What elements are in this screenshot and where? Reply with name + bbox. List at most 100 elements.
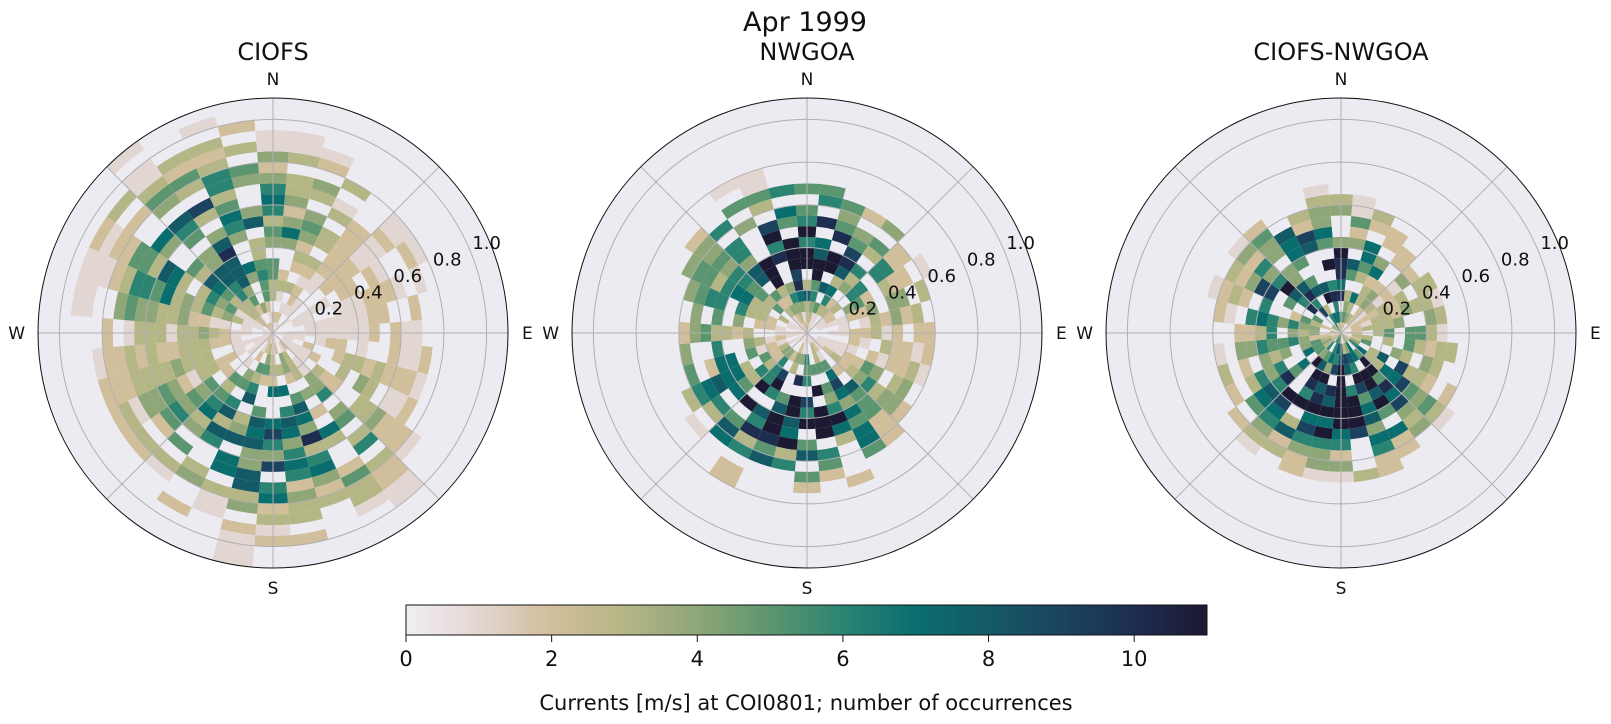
histogram-bin bbox=[245, 425, 265, 440]
histogram-bin bbox=[775, 391, 791, 406]
histogram-bin bbox=[291, 284, 304, 298]
histogram-bin bbox=[1376, 458, 1405, 478]
histogram-bin bbox=[776, 284, 789, 298]
histogram-bin bbox=[287, 498, 320, 514]
histogram-bin bbox=[308, 188, 337, 208]
histogram-bin bbox=[1318, 405, 1335, 419]
histogram-bin bbox=[838, 394, 857, 411]
histogram-bin bbox=[850, 296, 866, 311]
histogram-bin bbox=[745, 305, 759, 320]
histogram-bin bbox=[834, 219, 857, 237]
histogram-bin bbox=[1244, 249, 1266, 272]
histogram-bin bbox=[279, 340, 289, 351]
histogram-bin bbox=[1253, 257, 1274, 278]
histogram-bin bbox=[1253, 369, 1271, 389]
histogram-bin bbox=[97, 377, 119, 410]
histogram-bin bbox=[284, 281, 296, 295]
histogram-bin bbox=[804, 322, 807, 333]
histogram-bin bbox=[242, 215, 264, 230]
histogram-bin bbox=[1437, 382, 1458, 407]
histogram-bin bbox=[1291, 394, 1310, 411]
histogram-bin bbox=[856, 429, 881, 450]
histogram-bin bbox=[739, 420, 762, 440]
histogram-bin bbox=[162, 158, 197, 185]
histogram-bin bbox=[205, 290, 221, 306]
histogram-bin bbox=[281, 362, 292, 375]
histogram-bin bbox=[852, 420, 875, 440]
histogram-bin bbox=[913, 278, 931, 303]
histogram-bin bbox=[820, 381, 835, 395]
histogram-bin bbox=[287, 152, 320, 168]
histogram-bin bbox=[1266, 338, 1280, 353]
histogram-bin bbox=[868, 408, 891, 430]
histogram-bin bbox=[1350, 323, 1362, 331]
direction-label-s: S bbox=[268, 579, 279, 599]
histogram-bin bbox=[797, 333, 807, 340]
histogram-bin bbox=[1353, 306, 1364, 318]
histogram-bin bbox=[1381, 236, 1403, 255]
histogram-bin bbox=[1343, 363, 1353, 376]
histogram-bin bbox=[1352, 371, 1364, 385]
histogram-bin bbox=[389, 476, 425, 508]
histogram-bin bbox=[343, 277, 361, 297]
histogram-bin bbox=[889, 308, 903, 326]
histogram-bin bbox=[1311, 342, 1324, 352]
histogram-bin bbox=[1386, 226, 1409, 246]
histogram-bin bbox=[214, 296, 230, 311]
histogram-bin bbox=[784, 306, 795, 318]
histogram-bin bbox=[858, 337, 871, 350]
histogram-bin bbox=[1376, 351, 1390, 364]
histogram-bin bbox=[1331, 342, 1339, 354]
panel-title: CIOFS-NWGOA bbox=[1253, 38, 1429, 66]
radial-tick-0.4: 0.4 bbox=[888, 282, 917, 303]
histogram-bin bbox=[748, 449, 774, 468]
histogram-bin bbox=[1334, 323, 1341, 333]
histogram-bin bbox=[1363, 351, 1376, 364]
histogram-bin bbox=[254, 362, 265, 375]
histogram-bin bbox=[223, 394, 242, 411]
histogram-bin bbox=[324, 337, 337, 350]
histogram-bin bbox=[159, 406, 183, 432]
histogram-bin bbox=[1330, 333, 1341, 336]
histogram-bin bbox=[270, 333, 273, 344]
histogram-bin bbox=[798, 353, 806, 365]
histogram-bin bbox=[764, 321, 777, 331]
histogram-bin bbox=[317, 157, 350, 179]
histogram-bin bbox=[815, 362, 826, 375]
histogram-bin bbox=[246, 345, 258, 356]
histogram-bin bbox=[187, 197, 215, 220]
histogram-bin bbox=[845, 310, 859, 322]
histogram-bin bbox=[1393, 375, 1411, 394]
histogram-bin bbox=[874, 388, 895, 409]
radial-tick-0.2: 0.2 bbox=[848, 299, 877, 320]
histogram-bin bbox=[739, 290, 755, 306]
histogram-bin bbox=[843, 245, 863, 263]
histogram-bin bbox=[1372, 394, 1391, 411]
histogram-bin bbox=[118, 265, 138, 295]
histogram-bin bbox=[814, 237, 832, 251]
histogram-bin bbox=[1338, 333, 1341, 344]
histogram-bin bbox=[334, 408, 357, 430]
histogram-bin bbox=[196, 157, 229, 179]
histogram-bin bbox=[242, 319, 254, 328]
histogram-bin bbox=[874, 416, 898, 438]
angular-gridline bbox=[640, 166, 808, 334]
histogram-bin bbox=[776, 355, 789, 368]
histogram-bin bbox=[859, 290, 875, 306]
histogram-bin bbox=[76, 247, 99, 284]
histogram-bin bbox=[1265, 245, 1286, 266]
histogram-bin bbox=[787, 320, 799, 329]
histogram-bin bbox=[825, 284, 838, 298]
histogram-bin bbox=[746, 263, 765, 281]
histogram-bin bbox=[837, 209, 862, 227]
histogram-bin bbox=[1346, 302, 1355, 314]
histogram-bin bbox=[879, 339, 893, 356]
histogram-bin bbox=[253, 320, 265, 329]
histogram-bin bbox=[1237, 357, 1254, 379]
histogram-bin bbox=[267, 311, 273, 323]
histogram-bin bbox=[195, 283, 212, 302]
histogram-bin bbox=[345, 473, 378, 498]
histogram-bin bbox=[1302, 346, 1315, 358]
histogram-bin bbox=[711, 308, 725, 326]
